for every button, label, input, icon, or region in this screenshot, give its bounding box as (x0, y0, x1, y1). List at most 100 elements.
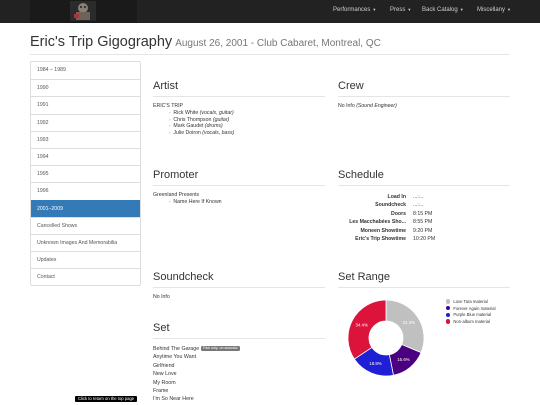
schedule-label: Les Macchabées Sho... (349, 219, 406, 226)
sidebar-item-1991[interactable]: 1991 (31, 96, 140, 113)
schedule-heading: Schedule (338, 169, 510, 186)
donut-slice-label: 34.4% (356, 323, 369, 328)
set-range-heading: Set Range (338, 271, 510, 288)
sidebar-item-1993[interactable]: 1993 (31, 130, 140, 148)
set-range-donut-chart: 31.3% 15.6% 18.8% 34.4% (347, 299, 425, 377)
donut-slice[interactable] (385, 299, 425, 354)
title-divider (30, 54, 510, 55)
caret-down-icon: ▼ (407, 7, 412, 12)
member-role: (vocals, bass) (202, 130, 235, 137)
nav-miscellany[interactable]: Miscellany ▼ (477, 7, 511, 13)
legend-item[interactable]: Love Tara material (446, 299, 508, 304)
promoter-contact: Name Here If Known (169, 199, 325, 206)
legend-swatch (446, 319, 451, 324)
promoter-section: Promoter Greenland Presents Name Here If… (153, 169, 325, 206)
member-item: Mark Gaudet (drums) (169, 123, 325, 130)
song-note-badge: Rick only, on acoustic (201, 346, 240, 352)
sidebar-item-1994[interactable]: 1994 (31, 147, 140, 165)
schedule-row: Doors 8:15 PM (338, 210, 510, 218)
sidebar-item-unknown-images[interactable]: Unknown Images And Memorabilia (31, 233, 140, 251)
top-navbar: Performances ▼ Press ▼ Back Catalog ▼ Misce… (0, 0, 540, 23)
crew-role: (Sound Engineer) (356, 103, 397, 109)
legend-label: Forever Again material (453, 305, 496, 311)
set-heading: Set (153, 322, 325, 339)
legend-item[interactable]: Forever Again material (446, 306, 508, 311)
nav-press-label: Press (390, 7, 406, 13)
legend-swatch (446, 305, 451, 311)
schedule-label: Eric's Trip Showtime (355, 236, 406, 243)
promoter-heading: Promoter (153, 169, 325, 186)
schedule-value: 9:20 PM (413, 227, 433, 234)
schedule-row: Eric's Trip Showtime 10:20 PM (338, 235, 510, 243)
set-song: New Love (153, 371, 177, 378)
crew-name: No Info (338, 103, 355, 109)
set-range-section: Set Range (338, 271, 510, 288)
member-item: Rick White (vocals, guitar) (169, 110, 325, 117)
sidebar-item-1996[interactable]: 1996 (31, 182, 140, 199)
sidebar-item-cancelled-shows[interactable]: Cancelled Shows (31, 216, 140, 234)
set-list: Behind The Garage Rick only, on acoustic … (153, 345, 325, 404)
sidebar-item-updates[interactable]: Updates (31, 251, 140, 268)
promoter-company: Greenland Presents (153, 192, 200, 198)
soundcheck-text: No Info (153, 294, 170, 300)
sidebar-item-1984-1989[interactable]: 1984 – 1989 (37, 67, 66, 73)
crew-heading: Crew (338, 80, 510, 97)
member-item: Chris Thompson (guitar) (169, 117, 325, 124)
schedule-label: Moneen Showtime (360, 227, 406, 234)
set-song: Behind The Garage Rick only, on acoustic (153, 345, 325, 353)
schedule-table: Load In...:... Soundcheck...:... Doors 8:… (338, 193, 510, 243)
crew-section: Crew No Info (Sound Engineer) (338, 80, 510, 110)
schedule-row: Soundcheck...:... (338, 201, 510, 209)
schedule-row: Moneen Showtime 9:20 PM (338, 227, 510, 235)
nav-back-catalog[interactable]: Back Catalog ▼ (422, 7, 464, 13)
member-role: (guitar) (212, 116, 230, 123)
nav-performances[interactable]: Performances ▼ (333, 7, 376, 13)
sidebar-nav: 1984 – 1989 1990 1991 1992 1993 1994 199… (30, 61, 141, 287)
soundcheck-heading: Soundcheck (153, 271, 325, 288)
promoter-contact-list: Name Here If Known (153, 199, 325, 206)
sidebar-item-contact[interactable]: Contact (31, 268, 140, 285)
schedule-label: Soundcheck (375, 202, 406, 209)
donut-slice[interactable] (347, 299, 387, 360)
caret-down-icon: ▼ (459, 7, 464, 12)
soundcheck-section: Soundcheck No Info (153, 271, 325, 301)
legend-item[interactable]: Purple Blue material (446, 312, 508, 317)
nav-miscellany-label: Miscellany (477, 7, 506, 13)
set-song: Frame (153, 388, 169, 395)
legend-item[interactable]: Non-album material (446, 319, 508, 324)
schedule-value: 8:15 PM (413, 210, 433, 217)
donut-slice-label: 18.8% (369, 361, 382, 366)
sidebar-item-2001-2009[interactable]: 2001–2009 (31, 199, 140, 217)
donut-slice-label: 15.6% (397, 357, 410, 362)
nav-press[interactable]: Press ▼ (390, 7, 411, 13)
member-name: Julie Doiron (173, 130, 201, 137)
caret-down-icon: ▼ (507, 7, 511, 12)
member-list: Rick White (vocals, guitar) Chris Thomps… (153, 110, 325, 137)
set-song: My Room (153, 379, 176, 386)
legend-label: Love Tara material (453, 299, 488, 304)
legend-swatch (446, 299, 451, 304)
artist-section: Artist ERIC'S TRIP Rick White (vocals, g… (153, 80, 325, 137)
nav-back-catalog-label: Back Catalog (422, 7, 458, 13)
page-title: Eric's Trip Gigography August 26, 2001 - … (30, 34, 381, 50)
schedule-section: Schedule Load In...:... Soundcheck...:..… (338, 169, 510, 243)
legend-label: Non-album material (453, 318, 490, 324)
set-section: Set Behind The Garage Rick only, on acous… (153, 322, 325, 404)
sidebar-item-1995[interactable]: 1995 (31, 165, 140, 182)
sidebar-item-1990[interactable]: 1990 (31, 79, 140, 96)
back-to-top-tooltip[interactable]: Click to return on the top page (75, 396, 138, 402)
schedule-value: 10:20 PM (413, 236, 436, 243)
site-logo[interactable] (30, 0, 137, 23)
member-name: Mark Gaudet (173, 123, 204, 130)
schedule-row: Les Macchabées Sho... 8:55 PM (338, 218, 510, 226)
promoter-body: Greenland Presents Name Here If Known (153, 192, 325, 206)
schedule-label: Doors (391, 210, 406, 217)
schedule-row: Load In...:... (338, 193, 510, 201)
member-name: Rick White (173, 109, 199, 116)
artist-heading: Artist (153, 80, 325, 97)
sidebar-item-1992[interactable]: 1992 (31, 113, 140, 131)
member-role: (drums) (204, 123, 223, 130)
band-name: ERIC'S TRIP (153, 103, 184, 109)
legend-label: Purple Blue material (453, 312, 492, 318)
member-name: Chris Thompson (173, 116, 212, 123)
